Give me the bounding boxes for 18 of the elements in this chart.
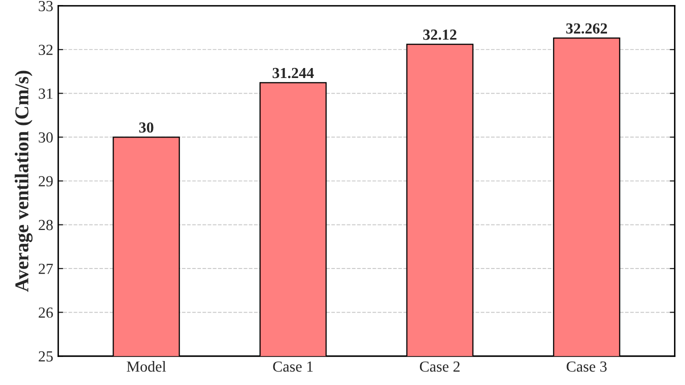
y-tick-label: 28 (38, 220, 53, 230)
y-tick-label: 27 (38, 264, 53, 274)
x-tick-label: Model (126, 360, 166, 372)
x-tick-label: Case 3 (566, 361, 607, 372)
data-label: 32.12 (423, 30, 456, 40)
y-tick-label: 30 (38, 132, 53, 143)
y-tick-label: 26 (38, 308, 53, 318)
y-tick-label: 32 (38, 44, 53, 56)
data-label: 31.244 (272, 68, 314, 78)
y-tick-label: 33 (38, 0, 53, 12)
x-tick-label: Case 1 (273, 361, 313, 372)
y-tick-label: 31 (38, 88, 52, 99)
y-tick-label: 25 (38, 351, 53, 362)
data-label: 30 (139, 122, 154, 133)
y-tick-label: 29 (38, 176, 53, 186)
x-tick-label: Case 2 (420, 361, 460, 372)
y-axis-title: Average ventilation (Cm/s) (14, 70, 33, 292)
data-label: 32.262 (566, 23, 608, 34)
